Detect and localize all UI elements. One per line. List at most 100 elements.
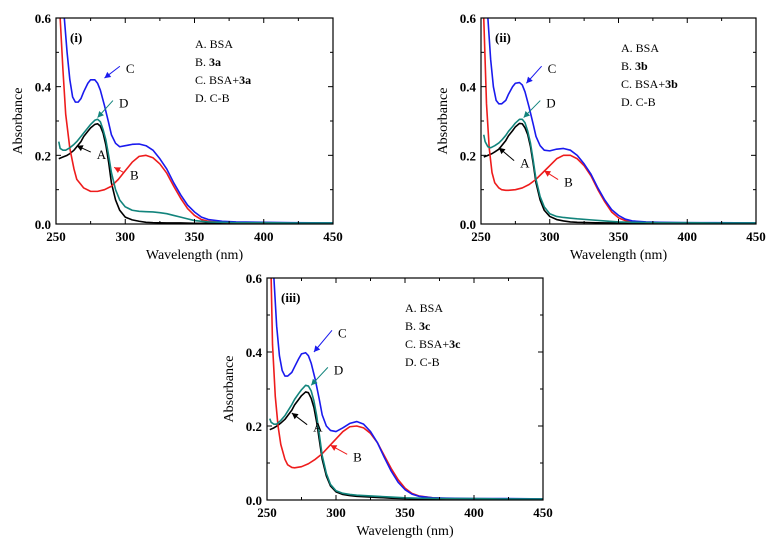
x-tick-label: 350 [609,229,629,244]
y-tick-label: 0.0 [35,217,51,232]
annotation-arrowhead [526,76,533,84]
curve-label-b: B [130,168,139,183]
x-axis-title: Wavelength (nm) [570,248,668,263]
legend-entry-prefix: D. [621,95,636,109]
series-line-d [482,118,756,224]
legend-entry: B. 3c [405,319,431,333]
series-line-a [269,391,543,500]
legend-entry-prefix: D. [405,355,420,369]
legend-entry: D. C-B [405,355,440,369]
curve-label-c: C [338,325,347,340]
y-tick-label: 0.4 [35,80,52,95]
y-tick-label: 0.4 [246,345,263,360]
chart-panel: 250 300 350 400 450 0.0 0.2 0.4 0.6 Wavelength (n… [11,11,343,263]
annotation-arrowhead [291,413,299,420]
y-tick-label: 0.2 [35,148,51,163]
y-tick-label: 0.0 [460,217,476,232]
curve-label-c: C [548,61,557,76]
x-tick-label: 300 [540,229,560,244]
legend-entry-name: BSA [420,301,444,315]
x-tick-label: 400 [678,229,698,244]
legend-entry-name: C-B [420,355,440,369]
legend-entry-name: BSA [636,41,660,55]
legend-entry-prefix: C. BSA+ [405,337,449,351]
legend-entry-prefix: B. [621,59,635,73]
curve-label-d: D [119,96,128,111]
x-tick-label: 250 [46,229,66,244]
x-tick-label: 400 [464,505,484,520]
curve-label-a: A [520,156,530,171]
annotation-arrowhead [311,378,318,386]
legend-entry: D. C-B [195,91,230,105]
legend-entry: D. C-B [621,95,656,109]
annotation-arrowhead [313,345,321,352]
x-tick-label: 300 [326,505,346,520]
legend-entry-name: 3a [209,55,221,69]
series-line-c [63,18,333,224]
legend-entry-prefix: B. [405,319,419,333]
series-line-b [482,18,756,224]
curve-label-a: A [97,147,107,162]
legend-entry: B. 3a [195,55,221,69]
y-tick-label: 0.0 [246,493,262,508]
legend-entry-name: C-B [636,95,656,109]
legend-entry-name: BSA [210,37,234,51]
legend-entry-name: 3a [239,73,251,87]
curve-label-d: D [334,362,343,377]
x-tick-label: 250 [471,229,491,244]
legend-entry-name: 3b [665,77,678,91]
series-line-d [269,384,543,500]
curve-label-c: C [126,61,135,76]
series-line-d [57,118,333,224]
legend-entry-name: C-B [210,91,230,105]
legend-entry-prefix: A. [405,301,420,315]
annotation-arrowhead [523,111,531,118]
x-axis-title: Wavelength (nm) [146,248,244,263]
y-tick-label: 0.2 [460,148,476,163]
panel-label: (iii) [281,290,301,305]
x-axis-title: Wavelength (nm) [356,524,454,539]
annotation-arrowhead [76,145,84,152]
legend-entry-prefix: B. [195,55,209,69]
series-line-a [58,122,333,224]
series-line-c [273,278,543,500]
y-tick-label: 0.6 [460,11,477,26]
legend-entry-prefix: D. [195,91,210,105]
chart-panel: 250 300 350 400 450 0.0 0.2 0.4 0.6 Wavelength (n… [436,11,766,263]
x-tick-label: 400 [254,229,274,244]
annotation-arrowhead [114,167,121,174]
annotation-arrowhead [104,71,112,79]
x-tick-label: 300 [116,229,136,244]
legend-entry-name: 3c [449,337,461,351]
legend-entry-name: 3c [419,319,431,333]
curve-label-a: A [313,420,323,435]
plot-frame [480,17,757,225]
legend-entry: C. BSA+3c [405,337,461,351]
legend-entry: C. BSA+3a [195,73,251,87]
legend-entry: A. BSA [195,37,233,51]
annotation-arrowhead [498,147,506,155]
annotation-arrowhead [97,110,104,118]
legend-entry: B. 3b [621,59,648,73]
y-tick-label: 0.4 [460,80,477,95]
annotation-arrowhead [330,445,338,451]
legend-entry: A. BSA [621,41,659,55]
x-tick-label: 250 [257,505,277,520]
legend-entry-name: 3b [635,59,648,73]
legend-entry: C. BSA+3b [621,77,678,91]
legend-entry-prefix: A. [621,41,636,55]
series-line-c [487,18,756,224]
x-tick-label: 350 [395,505,415,520]
y-axis-title: Absorbance [436,88,451,155]
annotation-arrowhead [544,170,552,177]
y-tick-label: 0.6 [246,271,263,286]
x-tick-label: 450 [533,505,553,520]
legend-entry-prefix: C. BSA+ [621,77,665,91]
curve-label-b: B [564,175,573,190]
curve-label-b: B [353,449,362,464]
series-line-a [483,122,756,224]
y-tick-label: 0.6 [35,11,52,26]
